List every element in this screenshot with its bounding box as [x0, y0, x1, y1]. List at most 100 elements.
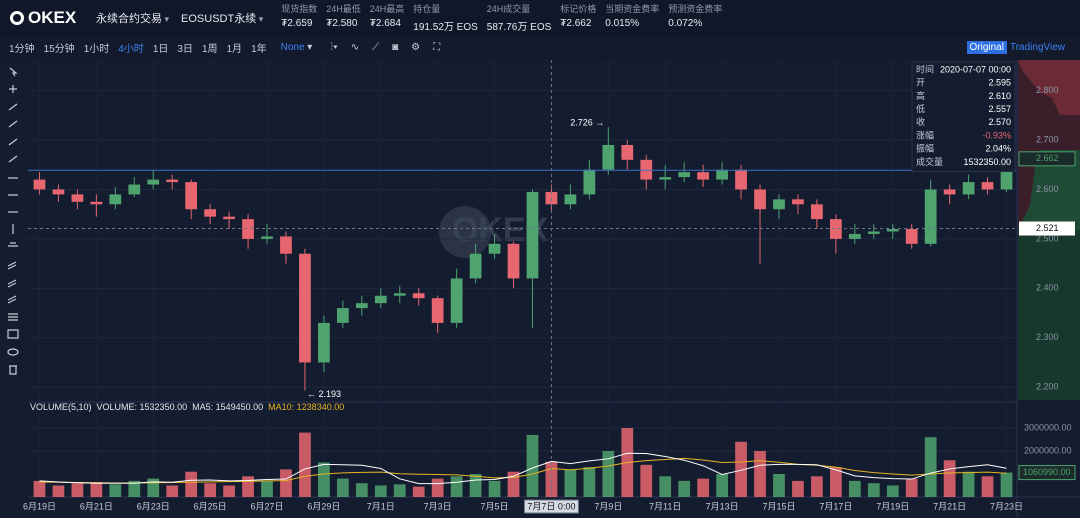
volume-bar [71, 483, 84, 497]
volume-bar [109, 484, 122, 497]
interval-button[interactable]: 4小时 [118, 44, 144, 55]
interval-button[interactable]: 1日 [152, 44, 169, 55]
tool-cursor[interactable] [9, 67, 18, 77]
icon-draw[interactable]: ⟋ [372, 42, 380, 53]
x-tick-label: 7月11日 [649, 501, 681, 511]
volume-bar [564, 469, 577, 497]
info-value: 2.595 [988, 78, 1011, 88]
stat: 24H最低 ₮2.580 [326, 2, 361, 33]
interval-list: 1分钟 15分钟 1小时 4小时 1日 3日 1周 1月 1年 [0, 40, 267, 55]
volume-bar [962, 471, 975, 497]
volume-bar [678, 480, 691, 497]
volume-bar [792, 480, 804, 497]
tool-channel[interactable] [7, 261, 17, 270]
candle-body [867, 231, 880, 234]
x-tick-label: 6月19日 [23, 501, 56, 511]
crosshair-price-label: 2.521 [1036, 223, 1059, 233]
candle-body [678, 172, 691, 178]
candle-body [526, 191, 539, 279]
volume-bar [90, 482, 103, 497]
tool-fib-levels[interactable] [8, 313, 18, 321]
candle-body [374, 295, 387, 304]
x-tick-label: 7月9日 [594, 501, 622, 511]
volume-bar [981, 476, 994, 497]
indicator-select[interactable]: None [281, 42, 313, 53]
volume-bar [147, 478, 160, 497]
tool-fib[interactable] [7, 295, 17, 304]
tool-segment[interactable] [8, 155, 18, 163]
stat: 24H最高 ₮2.684 [370, 2, 405, 33]
candle-body [33, 179, 46, 190]
volume-bar [393, 484, 406, 497]
volume-bar [526, 434, 539, 497]
depth-ask-shape [1018, 60, 1080, 115]
icon-fullscreen[interactable]: ⛶ [433, 42, 441, 53]
candle-body [507, 243, 520, 279]
volume-bar [128, 480, 141, 497]
candle-body [659, 177, 672, 180]
volume-last-box [1018, 465, 1076, 481]
stat-value: 191.52万 EOS [413, 22, 478, 33]
x-tick-label: 6月25日 [194, 501, 227, 511]
view-button[interactable]: TradingView [1009, 42, 1065, 53]
tool-trendline[interactable] [8, 103, 18, 111]
stat: 标记价格 ₮2.662 [560, 2, 596, 33]
stat-label: 24H最高 [369, 4, 405, 14]
product-select[interactable]: 永续合约交易 [96, 10, 169, 26]
candle-body [962, 182, 975, 195]
icon-screenshot[interactable]: ◙ [392, 42, 399, 53]
tool-crosshair[interactable] [9, 85, 17, 93]
candle-body [981, 182, 994, 190]
info-value: 2.610 [988, 91, 1011, 101]
volume-bar [166, 485, 179, 497]
tool-ray[interactable] [8, 120, 18, 128]
icon-chart-type[interactable]: ⫶▾ [330, 42, 338, 53]
volume-legend-item: MA10: 1238340.00 [268, 402, 344, 412]
interval-button[interactable]: 15分钟 [43, 44, 75, 55]
volume-bar [602, 451, 615, 497]
mark-price-label: 2.662 [1036, 153, 1059, 163]
x-tick-label: 7月17日 [819, 501, 852, 511]
candle-body [905, 229, 918, 244]
icon-settings[interactable]: ⚙ [411, 42, 421, 53]
interval-button[interactable]: 1小时 [83, 44, 110, 55]
candle-body [792, 199, 804, 205]
volume-bar [223, 485, 235, 497]
volume-bar [829, 467, 842, 497]
candle-body [735, 169, 747, 190]
y-tick-label: 2.800 [1036, 85, 1059, 95]
tool-visibility[interactable] [7, 348, 19, 356]
interval-button[interactable]: 1分钟 [9, 44, 35, 55]
stat-value: ₮2.580 [326, 18, 358, 29]
volume-tick-label: 2000000.00 [1024, 445, 1072, 455]
volume-bar [412, 486, 425, 497]
interval-button[interactable]: 1周 [201, 44, 218, 55]
logo[interactable]: OKEX [10, 8, 96, 28]
volume-bar [735, 441, 747, 497]
volume-bar [431, 478, 444, 497]
volume-bar [1000, 472, 1013, 497]
tool-rect[interactable] [7, 329, 19, 339]
tool-delete[interactable] [9, 365, 17, 375]
view-button[interactable]: Original [966, 41, 1007, 54]
interval-button[interactable]: 3日 [177, 44, 193, 55]
stat-label: 24H成交量 [486, 4, 531, 14]
tool-price[interactable] [8, 242, 18, 247]
y-tick-label: 2.400 [1036, 283, 1059, 293]
icon-indicators[interactable]: ∿ [350, 42, 360, 53]
candle-body [697, 172, 710, 180]
volume-bar [773, 474, 785, 497]
tool-extended[interactable] [8, 138, 18, 146]
instrument-select[interactable]: EOSUSDT永续 [181, 10, 263, 26]
drawing-tools[interactable] [7, 67, 19, 375]
info-key: 收 [916, 116, 925, 127]
interval-button[interactable]: 1年 [251, 44, 267, 55]
info-key: 开 [916, 78, 925, 88]
interval-button[interactable]: 1月 [226, 44, 243, 55]
volume-bar [848, 480, 861, 497]
stat-value: ₮2.662 [560, 18, 592, 29]
stat-value: 587.76万 EOS [486, 22, 552, 33]
volume-bar [545, 461, 558, 497]
tool-pitchfork[interactable] [7, 279, 17, 288]
info-panel [911, 61, 1016, 173]
